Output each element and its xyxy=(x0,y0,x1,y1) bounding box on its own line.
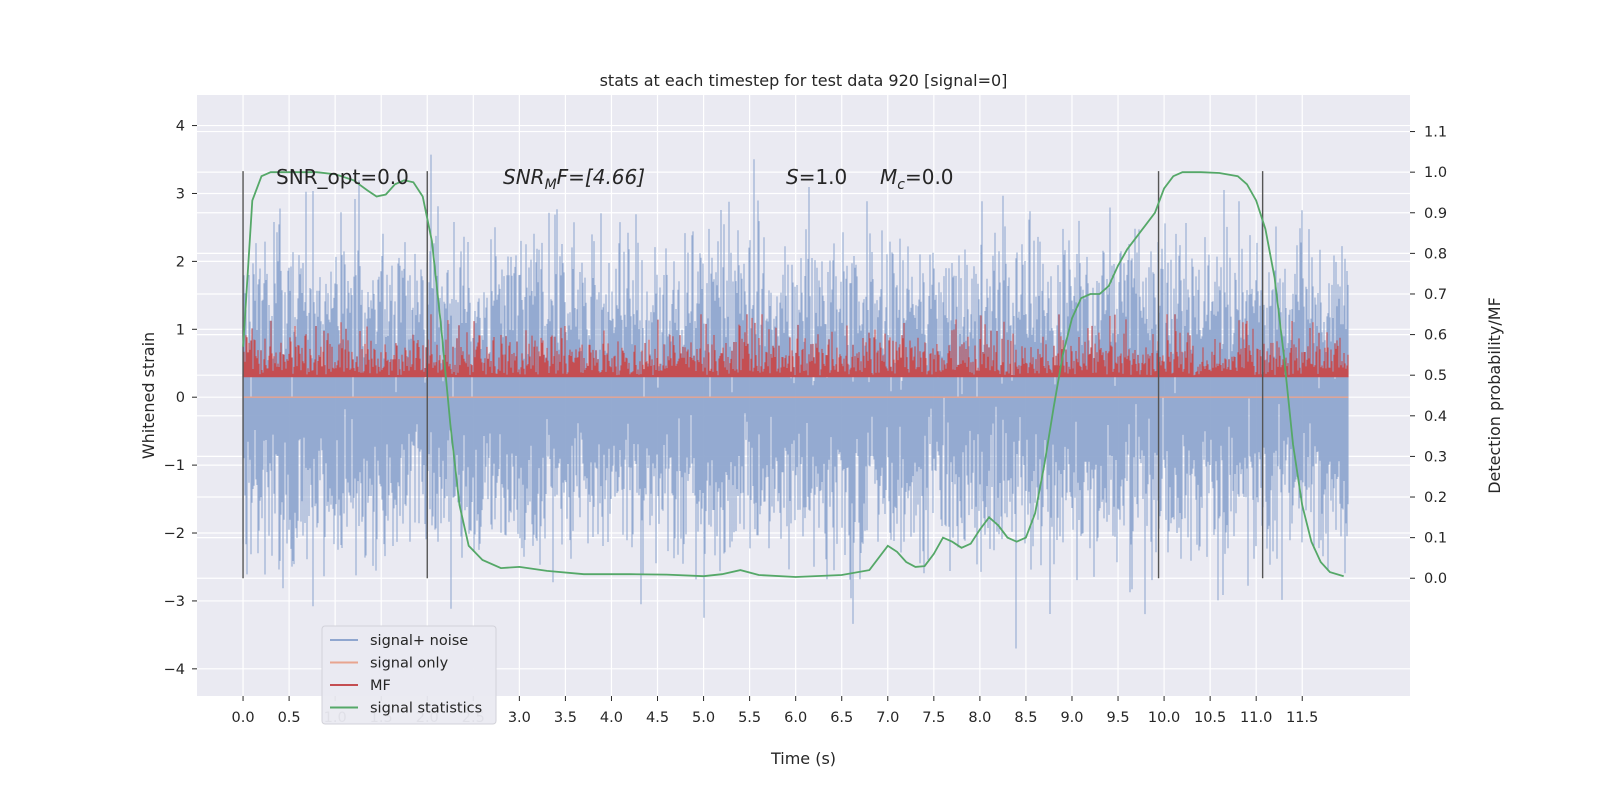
x-tick-label: 6.5 xyxy=(830,710,853,726)
x-tick-label: 5.0 xyxy=(692,710,715,726)
legend-box xyxy=(321,625,497,725)
annotation-mc-val: =0.0 xyxy=(905,165,954,189)
y-tick-label-right: 0.1 xyxy=(1424,531,1447,547)
detection-window-lines xyxy=(242,171,1264,579)
x-tick-label: 10.0 xyxy=(1148,710,1180,726)
y-tick-label-left: −3 xyxy=(164,594,185,610)
annotation-snr-mf-sub: M xyxy=(545,177,557,193)
x-tick-label: 11.5 xyxy=(1286,710,1318,726)
chart-title: stats at each timestep for test data 920… xyxy=(600,71,1008,90)
y-tick-label-left: −4 xyxy=(164,662,185,678)
y-tick-label-right: 0.7 xyxy=(1424,287,1447,303)
x-tick-label: 8.5 xyxy=(1014,710,1037,726)
x-tick-label: 3.5 xyxy=(554,710,577,726)
y-tick-label-right: 1.0 xyxy=(1424,165,1447,181)
y-tick-label-right: 0.4 xyxy=(1424,409,1447,425)
x-tick-label: 0.5 xyxy=(278,710,301,726)
x-tick-label: 6.0 xyxy=(784,710,807,726)
x-tick-label: 8.0 xyxy=(968,710,991,726)
x-tick-label: 3.0 xyxy=(508,710,531,726)
legend: signal+ noise signal only MF signal statist… xyxy=(321,625,497,725)
annotation-snr-mf-val: F=[4.66] xyxy=(557,165,645,189)
y-tick-label-right: 0.5 xyxy=(1424,368,1447,384)
annotation-mc: Mc=0.0 xyxy=(880,165,954,193)
legend-label: signal+ noise xyxy=(370,633,468,649)
x-tick-label: 9.5 xyxy=(1107,710,1130,726)
x-tick-label: 10.5 xyxy=(1194,710,1226,726)
y-axis-label-left: Whitened strain xyxy=(139,332,158,459)
axis-ticks: 0.00.51.01.52.02.53.03.54.04.55.05.56.06… xyxy=(164,119,1447,726)
y-tick-label-right: 0.9 xyxy=(1424,206,1447,222)
y-tick-label-left: 1 xyxy=(176,322,185,338)
annotation-s-val: =1.0 xyxy=(799,165,848,189)
y-tick-label-left: 4 xyxy=(176,119,185,135)
annotation-s: S=1.0 xyxy=(786,165,847,189)
y-axis-label-right: Detection probability/MF xyxy=(1485,297,1504,494)
y-tick-label-right: 0.6 xyxy=(1424,328,1447,344)
legend-label: signal only xyxy=(370,656,449,672)
x-tick-label: 5.5 xyxy=(738,710,761,726)
annotation-snr-mf-var: SNR xyxy=(503,165,545,189)
y-tick-label-right: 0.0 xyxy=(1424,571,1447,587)
annotation-mc-sub: c xyxy=(897,177,905,193)
y-tick-label-left: 3 xyxy=(176,186,185,202)
legend-label: signal statistics xyxy=(370,701,482,717)
y-tick-label-right: 0.3 xyxy=(1424,449,1447,465)
x-tick-label: 4.5 xyxy=(646,710,669,726)
y-tick-label-left: −2 xyxy=(164,526,185,542)
x-tick-label: 0.0 xyxy=(232,710,255,726)
annotation-s-var: S xyxy=(786,165,799,189)
series-signal-statistics xyxy=(242,171,1344,578)
x-tick-label: 7.0 xyxy=(876,710,899,726)
x-tick-label: 9.0 xyxy=(1060,710,1083,726)
y-tick-label-left: −1 xyxy=(164,458,185,474)
legend-label: MF xyxy=(370,678,391,694)
annotation-snr-opt: SNR_opt=0.0 xyxy=(276,165,409,189)
x-tick-label: 11.0 xyxy=(1240,710,1272,726)
y-tick-label-left: 0 xyxy=(176,390,185,406)
signal-statistics-line xyxy=(242,171,1344,578)
y-tick-label-right: 0.2 xyxy=(1424,490,1447,506)
annotation-snr-mf: SNRMF=[4.66] xyxy=(503,165,645,193)
annotation-mc-var: M xyxy=(880,165,897,189)
x-axis-label: Time (s) xyxy=(770,749,836,768)
x-tick-label: 4.0 xyxy=(600,710,623,726)
y-tick-label-left: 2 xyxy=(176,254,185,270)
y-tick-label-right: 1.1 xyxy=(1424,125,1447,141)
x-tick-label: 7.5 xyxy=(922,710,945,726)
y-tick-label-right: 0.8 xyxy=(1424,246,1447,262)
